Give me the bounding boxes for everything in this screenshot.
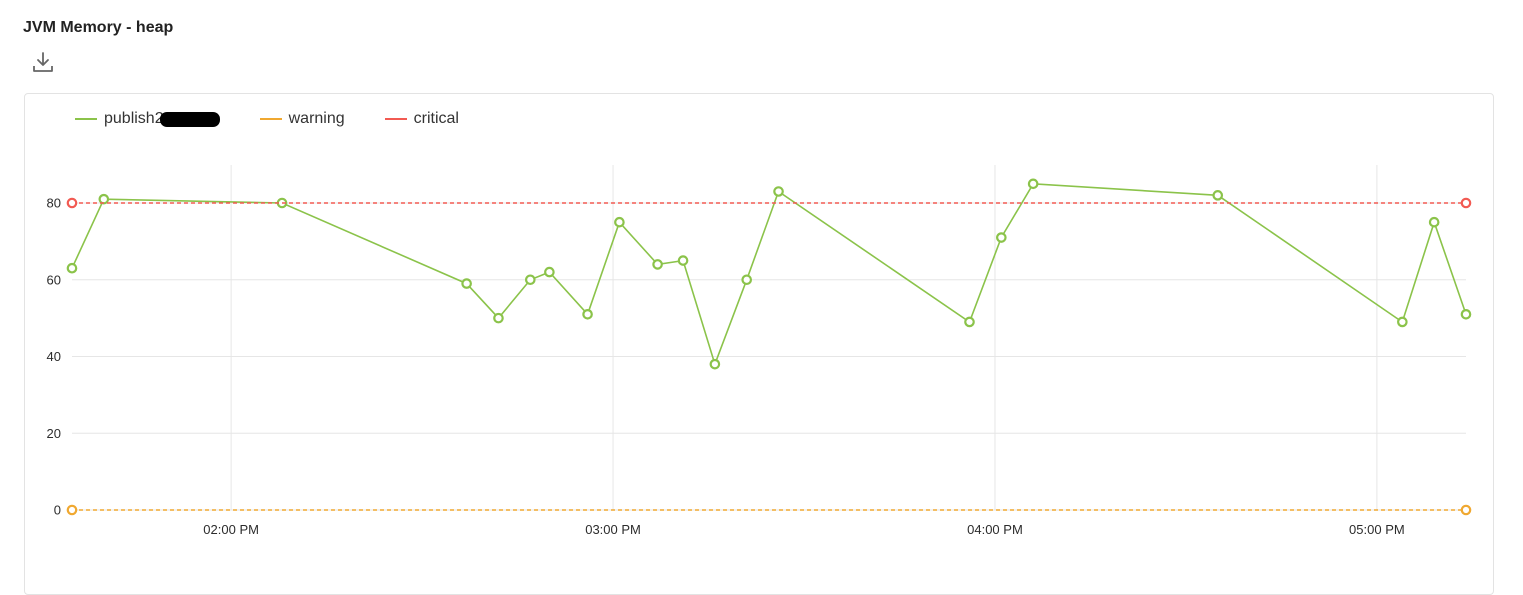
data-point-publish2	[614, 216, 625, 228]
legend-item-publish[interactable]: publish2	[75, 110, 220, 128]
data-point-publish2	[652, 259, 663, 270]
data-point-publish2	[66, 262, 78, 274]
data-point-critical	[1460, 197, 1472, 209]
data-point-publish2	[525, 274, 536, 286]
y-tick-label: 40	[47, 349, 61, 364]
chart-card: publish2 warning critical	[24, 93, 1494, 595]
data-point-publish2	[1397, 316, 1408, 328]
data-point-warning	[1460, 504, 1472, 516]
y-tick-label: 20	[47, 426, 61, 441]
data-point-publish2	[493, 312, 504, 324]
legend-swatch-critical	[384, 118, 407, 120]
legend-label-publish: publish2	[104, 110, 164, 127]
data-point-publish2	[709, 358, 721, 370]
y-tick-label: 80	[47, 196, 61, 211]
x-tick-label: 02:00 PM	[203, 522, 259, 537]
data-point-critical	[66, 197, 78, 209]
data-point-publish2	[544, 266, 555, 278]
redaction-mark	[159, 111, 220, 127]
x-tick-label: 03:00 PM	[585, 522, 641, 537]
data-point-publish2	[773, 186, 784, 197]
line-chart: 0 20 40 60 80 02:00 PM 03:00 PM 04:00 PM 05:00 P…	[47, 165, 1472, 537]
data-point-publish2	[1212, 190, 1224, 201]
legend-label-critical: critical	[413, 110, 459, 127]
chart-title: JVM Memory - heap	[23, 19, 174, 36]
data-point-publish2	[1428, 216, 1440, 228]
data-point-publish2	[461, 278, 472, 289]
data-point-publish2	[741, 274, 753, 286]
download-icon[interactable]	[31, 50, 55, 74]
legend-swatch-publish	[75, 118, 97, 120]
data-point-publish2	[1460, 308, 1472, 320]
data-point-publish2	[98, 193, 110, 205]
legend-item-warning[interactable]: warning	[259, 110, 345, 128]
data-point-warning	[66, 504, 78, 516]
y-tick-label: 0	[54, 503, 61, 518]
legend-item-critical[interactable]: critical	[384, 110, 459, 128]
legend-label-warning: warning	[288, 110, 345, 127]
legend: publish2 warning critical	[75, 110, 499, 128]
data-point-publish2	[1027, 178, 1039, 190]
data-point-publish2	[677, 255, 689, 266]
y-tick-label: 60	[47, 272, 61, 287]
x-tick-label: 05:00 PM	[1349, 522, 1405, 537]
x-tick-label: 04:00 PM	[967, 522, 1023, 537]
series-line-publish2	[71, 182, 1467, 367]
data-point-publish2	[964, 316, 975, 328]
data-point-publish2	[582, 308, 593, 320]
legend-swatch-warning	[259, 118, 282, 120]
data-point-publish2	[996, 232, 1007, 243]
